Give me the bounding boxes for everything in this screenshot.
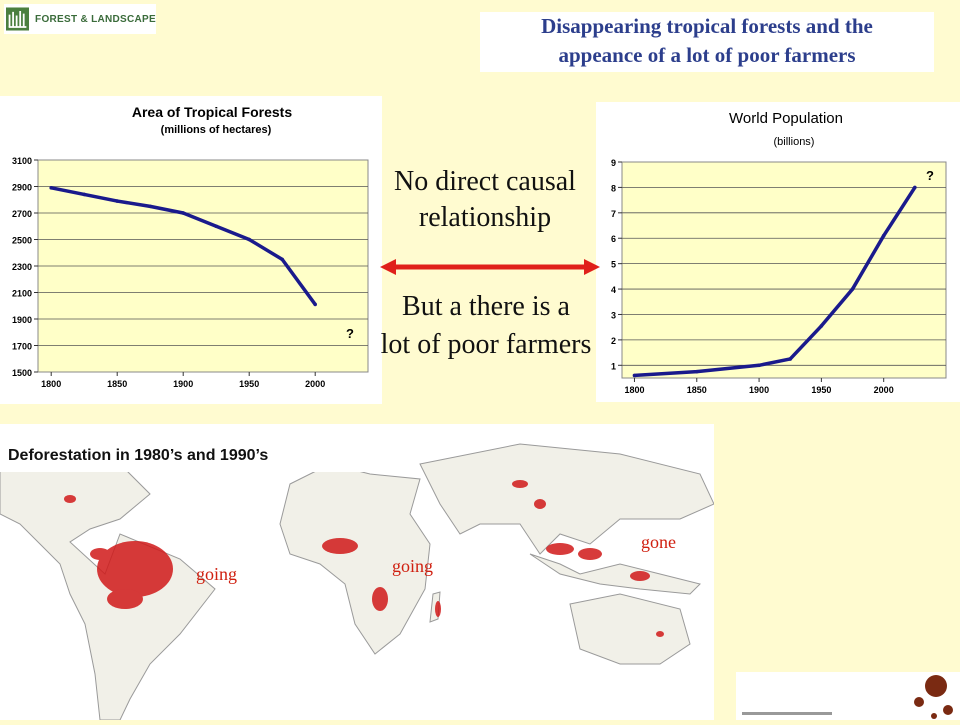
- population-chart-subtitle: (billions): [774, 136, 815, 148]
- forest-data-point: [148, 204, 152, 209]
- faculty-emblem-icon: [742, 675, 953, 719]
- forest-data-point: [280, 257, 285, 262]
- forest-data-point: [49, 186, 53, 190]
- africa-landmass: [279, 463, 431, 655]
- population-x-tick-label: 1900: [749, 385, 769, 395]
- forest-y-tick-label: 1700: [12, 342, 32, 352]
- no-causal-statement: No direct causal relationship: [380, 164, 590, 236]
- faculty-logo: [736, 672, 960, 720]
- population-data-point: [819, 324, 824, 328]
- poor-farmers-statement: But a there is a lot of poor farmers: [366, 288, 606, 364]
- population-x-tick-label: 1850: [687, 385, 707, 395]
- population-y-tick-label: 7: [611, 209, 616, 219]
- world-population-chart: World Population (billions) 9 8 7 6 5 4 3 2 1 180…: [596, 102, 960, 402]
- population-chart-svg: World Population (billions) 9 8 7 6 5 4 3 2 1 180…: [611, 110, 947, 395]
- double-arrow: [380, 259, 600, 275]
- title-line-1: Disappearing tropical forests and the: [541, 14, 873, 38]
- forest-data-point: [214, 224, 218, 229]
- forest-area-chart: Area of Tropical Forests (millions of he…: [0, 96, 382, 404]
- population-y-tick-label: 9: [611, 158, 616, 168]
- forest-chart-svg: Area of Tropical Forests (millions of he…: [12, 104, 369, 389]
- forest-y-tick-label: 2900: [12, 183, 32, 193]
- forest-data-point: [115, 199, 119, 203]
- population-chart-title: World Population: [729, 110, 843, 127]
- population-question-mark: ?: [926, 168, 934, 183]
- map-label-asia: gone: [641, 532, 676, 552]
- forest-y-tick-label: 2700: [12, 209, 32, 219]
- map-title: Deforestation in 1980’s and 1990’s: [0, 440, 366, 472]
- forest-question-mark: ?: [346, 326, 354, 341]
- deforestation-map: going going gone: [0, 424, 714, 720]
- world-map-svg: [0, 424, 714, 720]
- logo-text: FOREST & LANDSCAPE: [35, 13, 156, 25]
- population-y-tick-label: 1: [611, 361, 616, 371]
- population-series-line: [634, 186, 917, 378]
- population-data-point: [694, 369, 699, 374]
- forest-x-tick-label: 1800: [41, 379, 61, 389]
- forest-x-tick-label: 2000: [305, 379, 325, 389]
- slide-title: Disappearing tropical forests and the ap…: [480, 12, 934, 72]
- statement-line-4: lot of poor farmers: [380, 329, 592, 360]
- forest-chart-subtitle: (millions of hectares): [161, 124, 272, 136]
- population-y-tick-label: 5: [611, 260, 616, 270]
- population-x-tick-label: 1950: [811, 385, 831, 395]
- forest-data-point: [181, 211, 185, 215]
- forest-y-tick-label: 1500: [12, 368, 32, 378]
- asia-landmass: [419, 443, 714, 555]
- population-plot-area: [621, 161, 947, 379]
- population-data-point: [913, 185, 917, 190]
- deforestation-patches: [64, 480, 664, 637]
- population-data-point: [881, 233, 886, 238]
- arrow-head-left: [380, 259, 396, 275]
- population-y-tick-label: 8: [611, 183, 616, 193]
- population-data-point: [788, 357, 793, 361]
- forest-x-tick-label: 1850: [107, 379, 127, 389]
- title-line-2: appeance of a lot of poor farmers: [558, 43, 856, 67]
- forest-data-point: [82, 192, 86, 197]
- statement-line-2: relationship: [418, 202, 552, 233]
- population-data-point: [850, 287, 855, 291]
- statement-line-3: But a there is a: [402, 291, 570, 322]
- logo-icon: [6, 7, 30, 31]
- population-y-tick-label: 4: [611, 285, 616, 295]
- population-x-tick-label: 2000: [874, 385, 894, 395]
- forest-data-point: [313, 302, 318, 307]
- forest-y-tick-label: 2100: [12, 289, 32, 299]
- forest-y-tick-label: 1900: [12, 315, 32, 325]
- forest-data-point: [247, 237, 251, 242]
- population-y-tick-label: 6: [611, 234, 616, 244]
- arrow-head-right: [584, 259, 600, 275]
- forest-y-tick-label: 3100: [12, 156, 32, 166]
- statement-line-1: No direct causal: [394, 166, 576, 197]
- population-y-tick-label: 3: [611, 310, 616, 320]
- population-data-point: [757, 363, 761, 368]
- forest-y-tick-label: 2500: [12, 236, 32, 246]
- forest-x-tick-label: 1900: [173, 379, 193, 389]
- forest-chart-title: Area of Tropical Forests: [132, 104, 292, 120]
- population-data-point: [632, 373, 637, 378]
- indonesia-landmass: [529, 553, 701, 595]
- population-y-tick-label: 2: [611, 336, 616, 346]
- map-label-americas: going: [196, 564, 238, 584]
- map-label-africa: going: [392, 556, 434, 576]
- forest-landscape-logo: FOREST & LANDSCAPE: [4, 4, 156, 34]
- forest-y-tick-label: 2300: [12, 262, 32, 272]
- forest-x-tick-label: 1950: [239, 379, 259, 389]
- australia-landmass: [569, 593, 691, 665]
- population-x-tick-label: 1800: [624, 385, 644, 395]
